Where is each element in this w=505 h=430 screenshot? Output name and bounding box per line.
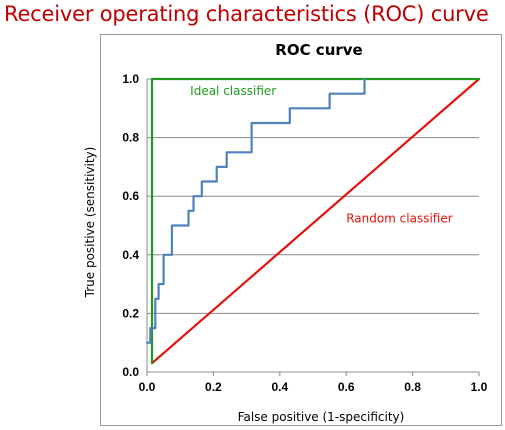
roc-chart: 0.0 0.2 0.4 0.6 0.8 1.0 0.0 0.2 0.4 0.6 0.8 1.0 ROC… xyxy=(122,41,487,424)
x-tick-label: 0.8 xyxy=(404,380,421,394)
x-tick-label: 0.2 xyxy=(205,380,222,394)
random-classifier-line xyxy=(150,77,481,365)
x-tick-label: 1.0 xyxy=(471,380,488,394)
y-tick-label: 0.2 xyxy=(122,306,139,320)
ideal-classifier-line xyxy=(150,77,481,365)
random-classifier-label: Random classifier xyxy=(346,212,453,226)
ideal-classifier-label: Ideal classifier xyxy=(190,84,276,98)
x-tick-label: 0.4 xyxy=(271,380,288,394)
x-axis-label: False positive (1-specificity) xyxy=(238,410,405,424)
x-tick-label: 0.6 xyxy=(338,380,355,394)
y-tick-label: 0.6 xyxy=(122,189,139,203)
chart-frame: 0.0 0.2 0.4 0.6 0.8 1.0 0.0 0.2 0.4 0.6 0.8 1.0 ROC… xyxy=(100,34,502,426)
axes xyxy=(146,79,480,376)
tick-labels: 0.0 0.2 0.4 0.6 0.8 1.0 0.0 0.2 0.4 0.6 0.8 1.0 xyxy=(122,72,487,394)
y-tick-label: 0.4 xyxy=(122,248,139,262)
y-axis-label-container: True positive (sensitivity) xyxy=(83,147,97,299)
y-tick-label: 0.0 xyxy=(122,365,139,379)
y-axis-label: True positive (sensitivity) xyxy=(83,147,97,299)
roc-curve-line xyxy=(145,77,366,344)
chart-labels: ROC curve False positive (1-specificity) I… xyxy=(190,41,453,424)
x-tick-label: 0.0 xyxy=(139,380,156,394)
y-tick-label: 0.8 xyxy=(122,131,139,145)
series-lines xyxy=(145,77,481,365)
chart-title: ROC curve xyxy=(275,41,362,59)
y-tick-label: 1.0 xyxy=(122,72,139,86)
page-title: Receiver operating characteristics (ROC)… xyxy=(4,2,489,26)
